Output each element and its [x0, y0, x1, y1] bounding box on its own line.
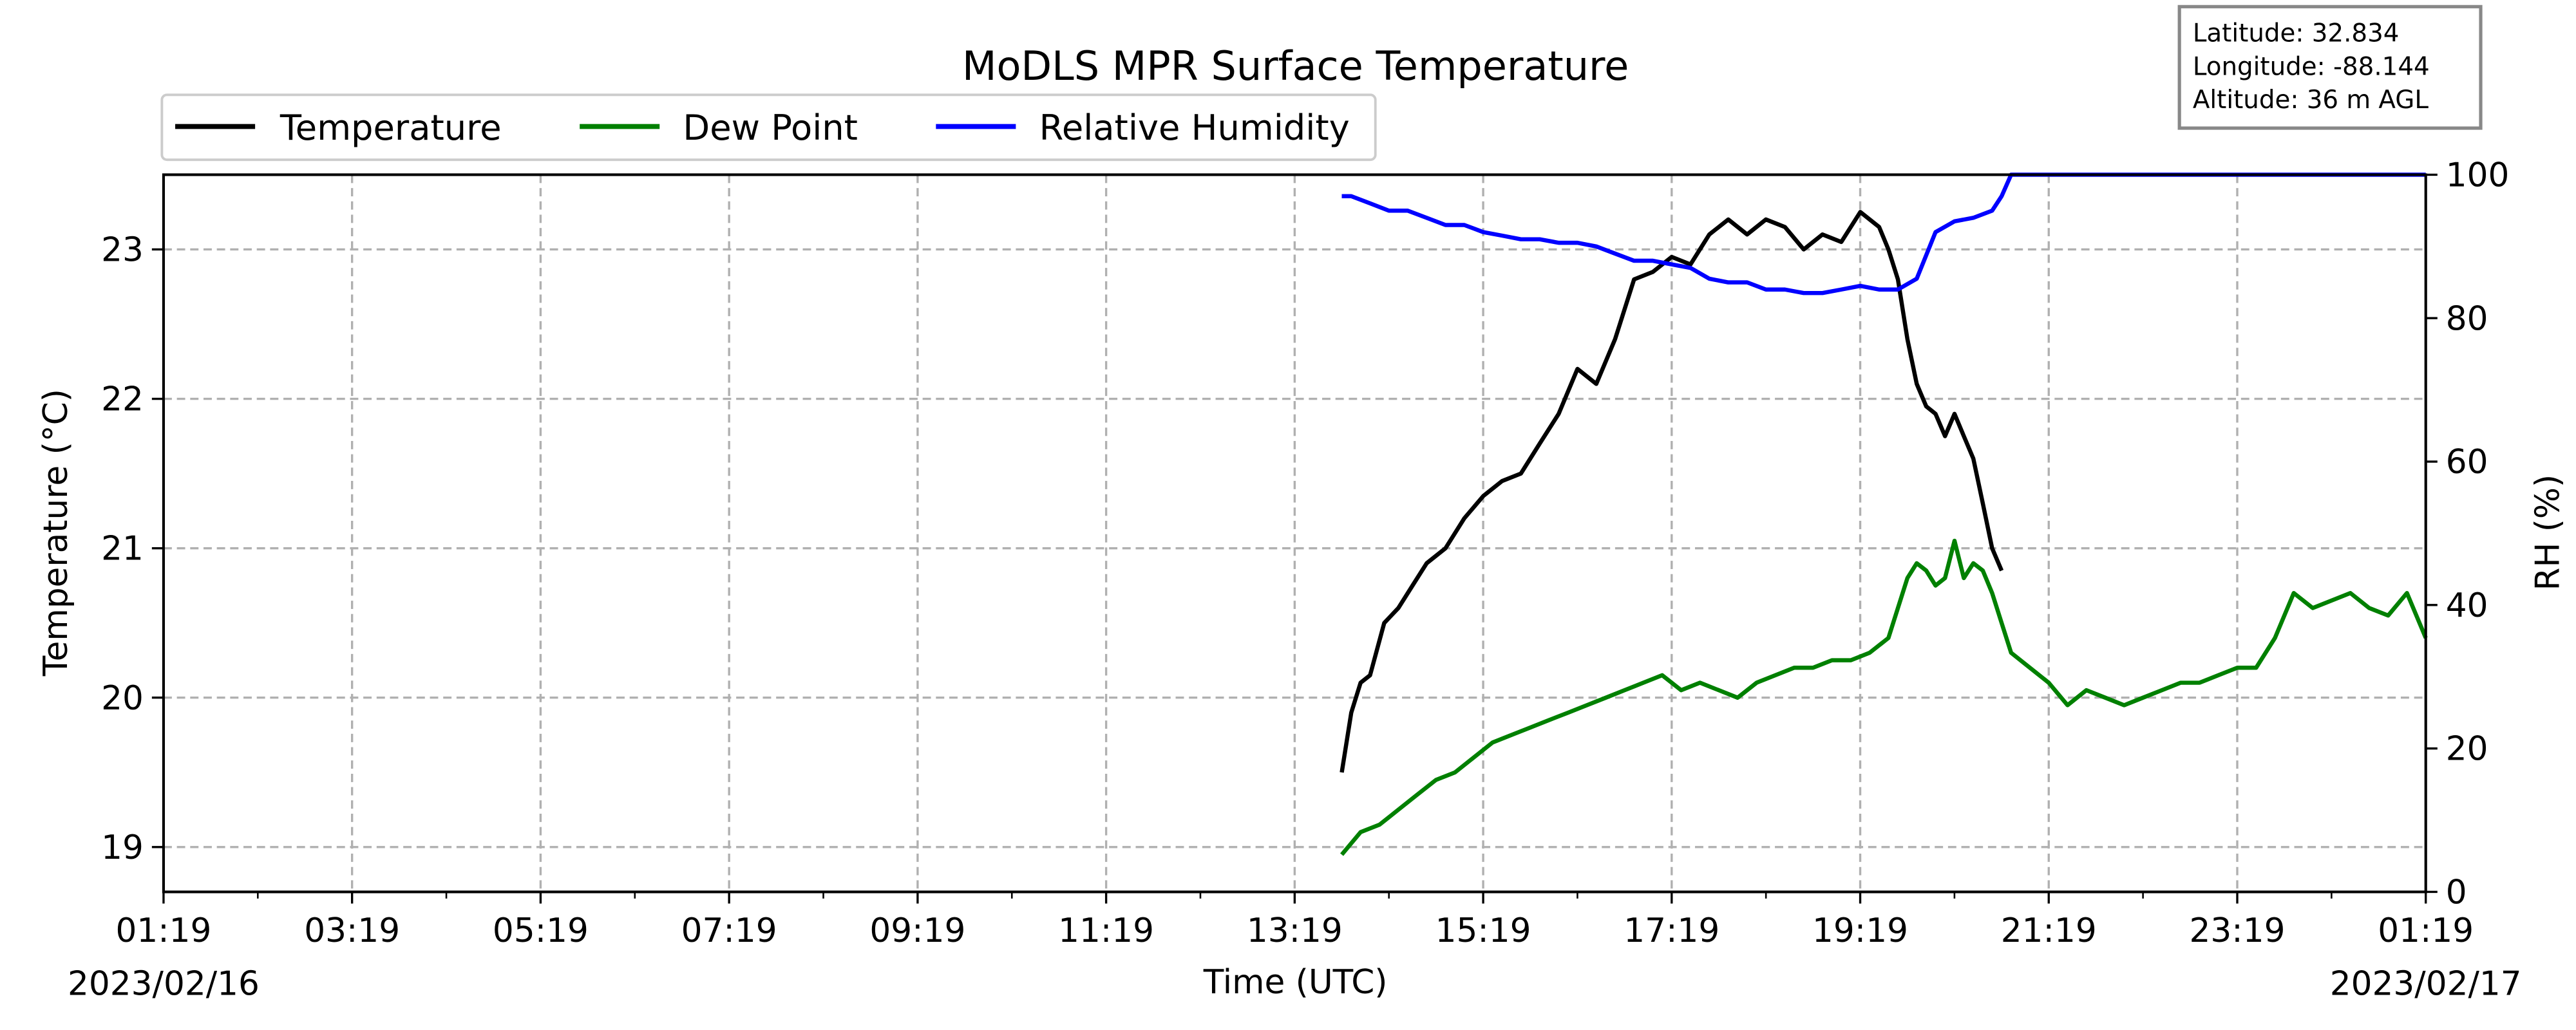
- y-right-tick-label: 80: [2446, 299, 2488, 338]
- y-left-tick-label: 23: [101, 231, 144, 270]
- info-altitude: Altitude: 36 m AGL: [2193, 86, 2429, 115]
- y-left-tick-label: 21: [101, 530, 144, 568]
- x-tick-label: 05:19: [493, 912, 589, 950]
- y-axis-right-label: RH (%): [2529, 474, 2568, 591]
- info-latitude: Latitude: 32.834: [2193, 19, 2400, 48]
- legend-label-relative-humidity: Relative Humidity: [1039, 108, 1350, 148]
- legend-label-dew-point: Dew Point: [683, 108, 858, 148]
- y-left-tick-label: 20: [101, 679, 144, 718]
- info-box: Latitude: 32.834 Longitude: -88.144 Alti…: [2177, 5, 2483, 130]
- x-axis-label: Time (UTC): [1203, 963, 1388, 1002]
- dew-point-line: [1340, 538, 2428, 856]
- y-right-tick-label: 100: [2446, 156, 2510, 194]
- info-box-frame: [2177, 5, 2483, 130]
- y-right-tick-label: 60: [2446, 443, 2488, 482]
- x-tick-label: 13:19: [1247, 912, 1343, 950]
- series-layer: [1340, 173, 2428, 856]
- grid-lines: [162, 174, 2427, 892]
- y-left-tick-label: 22: [101, 380, 144, 419]
- legend-label-temperature: Temperature: [279, 108, 502, 148]
- y-left-tick-label: 19: [101, 829, 144, 867]
- legend: Temperature Dew Point Relative Humidity: [160, 93, 1377, 162]
- date-start: 2023/02/16: [68, 965, 260, 1004]
- x-tick-label: 23:19: [2190, 912, 2286, 950]
- y-right-tick-label: 0: [2446, 874, 2467, 912]
- x-tick-label: 09:19: [869, 912, 965, 950]
- legend-frame: [160, 93, 1377, 162]
- x-tick-label: 15:19: [1435, 912, 1531, 950]
- axes-layer: 01:19 03:19 05:19 07:19 09:19 11:19 13:19 15:19…: [101, 156, 2509, 950]
- x-tick-label: 19:19: [1812, 912, 1908, 950]
- x-tick-label: 21:19: [2001, 912, 2097, 950]
- x-tick-label: 01:19: [2378, 912, 2474, 950]
- x-tick-label: 11:19: [1058, 912, 1154, 950]
- x-tick-label: 01:19: [115, 912, 211, 950]
- date-end: 2023/02/17: [2330, 965, 2522, 1004]
- y-axis-left-label: Temperature (°C): [37, 389, 75, 677]
- relative-humidity-line: [1341, 173, 2426, 295]
- temperature-line: [1340, 210, 2004, 773]
- y-right-tick-label: 40: [2446, 586, 2488, 625]
- x-tick-label: 17:19: [1624, 912, 1719, 950]
- x-tick-label: 03:19: [304, 912, 400, 950]
- y-right-tick-label: 20: [2446, 730, 2488, 769]
- x-tick-label: 07:19: [681, 912, 777, 950]
- info-longitude: Longitude: -88.144: [2193, 52, 2430, 81]
- chart-title: MoDLS MPR Surface Temperature: [962, 42, 1629, 89]
